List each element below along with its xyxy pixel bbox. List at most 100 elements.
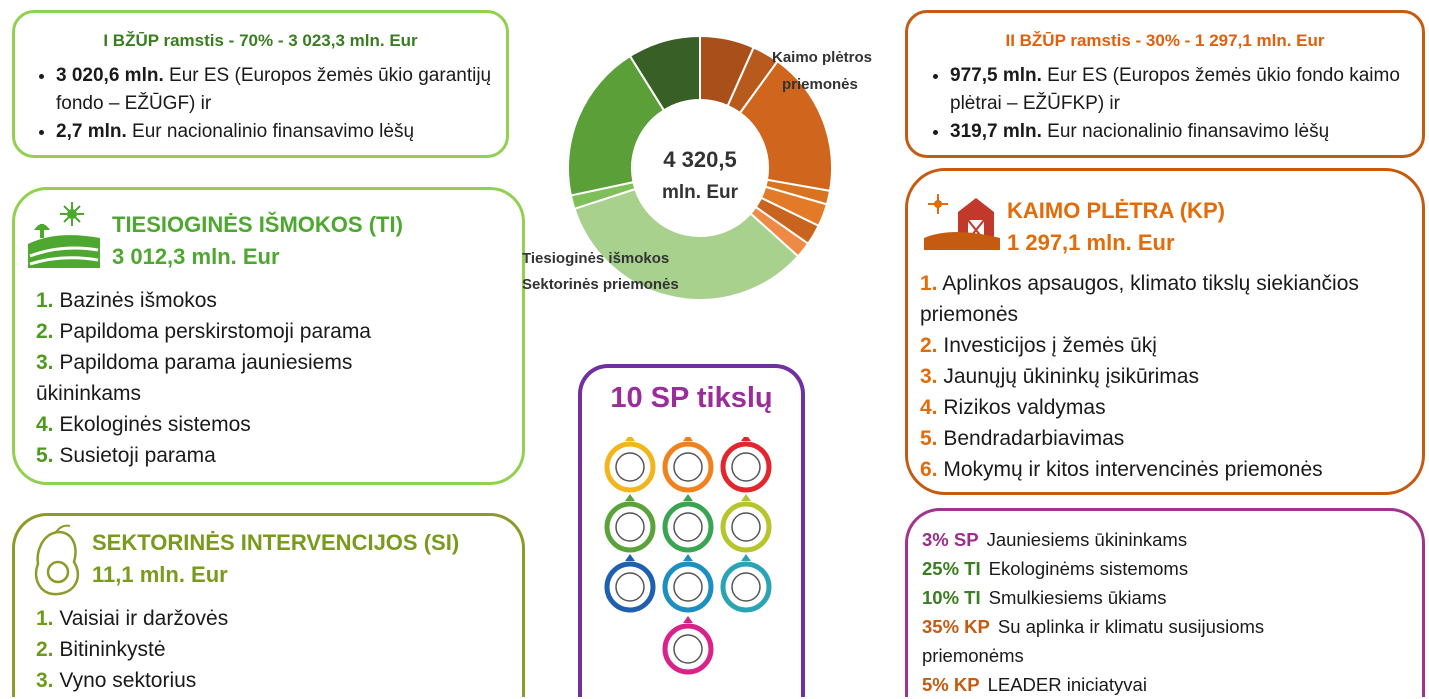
numbered-item: 1. Vaisiai ir daržovės bbox=[36, 603, 436, 634]
rural-title: KAIMO PLĖTRA (KP) bbox=[1007, 198, 1225, 223]
goal-icon bbox=[662, 501, 714, 553]
goal-icon-tip bbox=[683, 494, 693, 501]
target-item: 35% KP Su aplinka ir klimatu susijusioms … bbox=[922, 612, 1362, 670]
numbered-item: 2. Papildoma perskirstomoji parama bbox=[36, 316, 436, 347]
numbered-item: 3. Vyno sektorius bbox=[36, 665, 436, 696]
pillar1-title: I BŽŪP ramstis - 70% - 3 023,3 mln. Eur bbox=[103, 31, 418, 50]
numbered-item: 6. Mokymų ir kitos intervencinės priemon… bbox=[920, 454, 1410, 485]
item-amount: 2,7 mln. bbox=[56, 121, 127, 142]
goal-icon-tip bbox=[683, 616, 693, 623]
donut-label: Tiesioginės išmokos bbox=[522, 250, 670, 267]
goal-icon-inner bbox=[731, 572, 761, 602]
goal-icon-inner bbox=[673, 572, 703, 602]
donut-segment bbox=[573, 187, 800, 301]
item-number: 5. bbox=[920, 427, 938, 450]
donut-unit: mln. Eur bbox=[661, 182, 738, 203]
goal-icon-inner bbox=[615, 452, 645, 482]
goal-icon bbox=[604, 561, 656, 613]
sectoral-title: SEKTORINĖS INTERVENCIJOS (SI) bbox=[92, 530, 460, 555]
pillar1-box bbox=[12, 10, 509, 158]
item-number: 1. bbox=[920, 272, 938, 295]
item-number: 2. bbox=[36, 320, 54, 343]
numbered-item: 2. Investicijos į žemės ūkį bbox=[920, 330, 1410, 361]
goal-icon-inner bbox=[615, 512, 645, 542]
target-tag: 25% TI bbox=[922, 558, 981, 579]
goal-icon bbox=[604, 501, 656, 553]
item-text: Ekologinės sistemos bbox=[59, 413, 251, 436]
numbered-item: 4. Ekologinės sistemos bbox=[36, 409, 436, 440]
sectoral-amount: 11,1 mln. Eur bbox=[92, 562, 228, 587]
item-number: 3. bbox=[36, 351, 54, 374]
item-text: Eur nacionalinio finansavimo lėšų bbox=[1047, 121, 1330, 142]
target-tag: 3% SP bbox=[922, 529, 979, 550]
item-number: 2. bbox=[920, 334, 938, 357]
target-tag: 10% TI bbox=[922, 587, 981, 608]
item-text: Rizikos valdymas bbox=[943, 396, 1106, 419]
item-number: 4. bbox=[36, 413, 54, 436]
targets-list: 3% SP Jauniesiems ūkininkams 25% TI Ekologi… bbox=[922, 525, 1362, 699]
item-amount: 3 020,6 mln. bbox=[56, 65, 164, 86]
goal-icon-tip bbox=[741, 437, 751, 441]
goal-icon-inner bbox=[731, 452, 761, 482]
target-text: Jauniesiems ūkininkams bbox=[986, 529, 1188, 550]
goal-icon-tip bbox=[625, 554, 635, 561]
goal-icon-inner bbox=[615, 572, 645, 602]
bullet-item: 319,7 mln. Eur nacionalinio finansavimo … bbox=[950, 118, 1429, 146]
goal-icon-inner bbox=[731, 512, 761, 542]
item-text: Bendradarbiavimas bbox=[943, 427, 1125, 450]
item-number: 6. bbox=[920, 458, 938, 481]
item-text: Vyno sektorius bbox=[59, 669, 197, 692]
target-item: 10% TI Smulkiesiems ūkiams bbox=[922, 583, 1362, 612]
direct-title: TIESIOGINĖS IŠMOKOS (TI) bbox=[112, 212, 403, 237]
donut bbox=[567, 34, 833, 301]
item-text: Eur ES (Europos žemės ūkio garantijų fon… bbox=[56, 65, 492, 114]
item-text: Mokymų ir kitos intervencinės priemonės bbox=[943, 458, 1323, 481]
item-amount: 977,5 mln. bbox=[950, 65, 1042, 86]
goal-icon bbox=[720, 441, 772, 493]
item-number: 5. bbox=[36, 444, 54, 467]
direct-box bbox=[12, 187, 525, 485]
goal-icon bbox=[720, 561, 772, 613]
goal-icon-tip bbox=[683, 554, 693, 561]
goal-icon bbox=[604, 441, 656, 493]
item-text: Vaisiai ir daržovės bbox=[59, 607, 229, 630]
item-number: 1. bbox=[36, 289, 54, 312]
goal-icon-tip bbox=[741, 554, 751, 561]
barn-icon bbox=[924, 194, 1000, 250]
bullet-item: 3 020,6 mln. Eur ES (Europos žemės ūkio … bbox=[56, 62, 516, 118]
item-amount: 319,7 mln. bbox=[950, 121, 1042, 142]
numbered-item: 4. Rizikos valdymas bbox=[920, 392, 1410, 423]
donut-label: Sektorinės priemonės bbox=[522, 276, 679, 293]
target-text: Smulkiesiems ūkiams bbox=[988, 587, 1167, 608]
numbered-item: 5. Susietoji parama bbox=[36, 440, 436, 471]
item-number: 3. bbox=[36, 669, 54, 692]
item-text: Investicijos į žemės ūkį bbox=[943, 334, 1157, 357]
sectoral-list: 1. Vaisiai ir daržovės 2. Bitininkystė 3. … bbox=[36, 603, 436, 696]
item-text: Papildoma parama jauniesiems ūkininkams bbox=[36, 351, 353, 405]
goal-icon bbox=[662, 561, 714, 613]
item-number: 4. bbox=[920, 396, 938, 419]
goal-icon-tip bbox=[741, 494, 751, 501]
target-tag: 5% KP bbox=[922, 674, 980, 695]
numbered-item: 5. Bendradarbiavimas bbox=[920, 423, 1410, 454]
rural-list: 1. Aplinkos apsaugos, klimato tikslų sie… bbox=[920, 268, 1410, 485]
goal-icon-inner bbox=[673, 634, 703, 664]
numbered-item: 1. Bazinės išmokos bbox=[36, 285, 436, 316]
target-item: 25% TI Ekologinėms sistemoms bbox=[922, 554, 1362, 583]
goal-icon bbox=[720, 501, 772, 553]
target-tag: 35% KP bbox=[922, 616, 990, 637]
direct-list: 1. Bazinės išmokos 2. Papildoma perskirst… bbox=[36, 285, 436, 471]
numbered-item: 2. Bitininkystė bbox=[36, 634, 436, 665]
pillar1-list: 3 020,6 mln. Eur ES (Europos žemės ūkio … bbox=[34, 62, 516, 146]
goal-icon-inner bbox=[673, 512, 703, 542]
numbered-item: 3. Papildoma parama jauniesiems ūkininka… bbox=[36, 347, 436, 409]
goal-icon-tip bbox=[625, 494, 635, 501]
avocado-icon bbox=[34, 524, 79, 596]
item-text: Bazinės išmokos bbox=[59, 289, 217, 312]
item-text: Jaunųjų ūkininkų įsikūrimas bbox=[943, 365, 1199, 388]
goal-icon-tip bbox=[683, 437, 693, 441]
item-number: 3. bbox=[920, 365, 938, 388]
item-number: 2. bbox=[36, 638, 54, 661]
item-number: 1. bbox=[36, 607, 54, 630]
item-text: Bitininkystė bbox=[59, 638, 166, 661]
